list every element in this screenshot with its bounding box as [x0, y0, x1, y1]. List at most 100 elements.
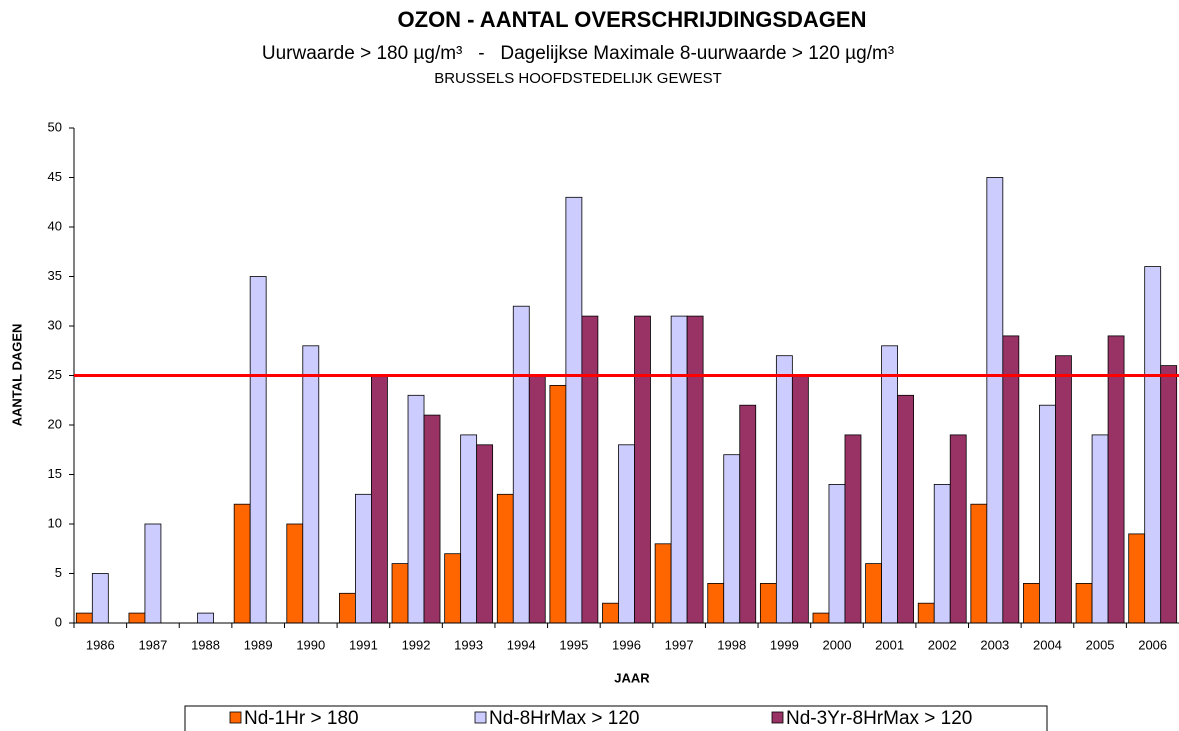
x-tick-label: 1987 — [138, 637, 167, 652]
x-axis-title: JAAR — [614, 670, 650, 685]
bar — [844, 434, 862, 624]
bar — [775, 355, 793, 624]
x-tick-label: 1988 — [191, 637, 220, 652]
bar — [602, 602, 619, 624]
bar — [75, 612, 93, 624]
bar — [302, 345, 320, 624]
bar — [1107, 335, 1125, 624]
bar — [444, 553, 462, 624]
x-tick-label: 1989 — [244, 637, 273, 652]
bar — [723, 454, 741, 624]
bar — [881, 345, 898, 624]
bar — [970, 503, 988, 624]
bar — [933, 483, 951, 624]
legend-swatch — [474, 711, 487, 724]
bar — [812, 612, 830, 624]
bar — [233, 503, 251, 624]
bar — [670, 315, 688, 624]
bar — [654, 543, 672, 624]
x-tick-label: 1999 — [770, 637, 799, 652]
bar — [1160, 365, 1178, 624]
y-tick-label: 10 — [48, 515, 62, 530]
bar — [865, 563, 882, 624]
bar — [1039, 404, 1056, 624]
legend-label: Nd-8HrMax > 120 — [489, 708, 639, 729]
bar — [1023, 583, 1040, 624]
bar — [1144, 266, 1162, 624]
bar — [391, 563, 409, 624]
bar — [1075, 583, 1093, 624]
bar — [581, 315, 599, 624]
chart-title: OZON - AANTAL OVERSCHRIJDINGSDAGEN — [398, 7, 867, 32]
x-tick-label: 2005 — [1086, 637, 1115, 652]
legend-label: Nd-1Hr > 180 — [244, 708, 359, 729]
bar — [949, 434, 967, 624]
bar — [565, 196, 583, 624]
x-tick-label: 1992 — [402, 637, 431, 652]
bar — [339, 592, 356, 624]
x-tick-label: 2003 — [980, 637, 1009, 652]
bar — [371, 375, 388, 624]
bar — [528, 375, 546, 624]
bar — [144, 523, 162, 624]
bar — [512, 305, 530, 624]
y-tick-label: 40 — [48, 218, 62, 233]
y-tick-label: 50 — [48, 119, 62, 134]
y-axis-title: AANTAL DAGEN — [9, 324, 24, 427]
bar — [460, 434, 478, 624]
x-tick-label: 2000 — [823, 637, 852, 652]
bar — [791, 375, 809, 624]
x-tick-label: 1990 — [296, 637, 325, 652]
y-tick-label: 15 — [48, 466, 62, 481]
bar — [355, 493, 372, 624]
bar — [917, 602, 935, 624]
legend-label: Nd-3Yr-8HrMax > 120 — [786, 708, 972, 729]
bar — [549, 384, 567, 624]
bar — [91, 573, 109, 624]
bar — [1055, 355, 1072, 624]
bar — [686, 315, 704, 624]
x-tick-label: 1986 — [86, 637, 115, 652]
bar — [634, 315, 651, 624]
bar — [1128, 533, 1146, 624]
bar — [128, 612, 146, 624]
x-tick-label: 1991 — [349, 637, 378, 652]
bar — [476, 444, 494, 624]
bar — [407, 394, 425, 624]
y-tick-label: 5 — [55, 565, 62, 580]
x-tick-label: 1993 — [454, 637, 483, 652]
y-tick-label: 30 — [48, 317, 62, 332]
bar — [759, 583, 777, 624]
y-tick-label: 20 — [48, 416, 62, 431]
legend-swatch — [771, 711, 784, 724]
bar — [707, 583, 725, 624]
legend-box — [184, 705, 1048, 731]
x-tick-label: 1995 — [559, 637, 588, 652]
x-tick-label: 1998 — [717, 637, 746, 652]
bar — [249, 276, 267, 624]
y-tick-label: 0 — [55, 614, 62, 629]
bar — [986, 177, 1004, 624]
y-tick-label: 45 — [48, 169, 62, 184]
bar — [286, 523, 304, 624]
bar — [197, 612, 214, 624]
bar — [897, 394, 914, 624]
bar — [1091, 434, 1109, 624]
bar — [618, 444, 635, 624]
bar — [1002, 335, 1020, 624]
bar — [828, 483, 846, 624]
x-tick-label: 1994 — [507, 637, 536, 652]
legend-swatch — [229, 711, 242, 724]
x-tick-label: 1996 — [612, 637, 641, 652]
bar — [496, 493, 514, 624]
y-tick-label: 35 — [48, 268, 62, 283]
x-tick-label: 2004 — [1033, 637, 1062, 652]
region-label: BRUSSELS HOOFDSTEDELIJK GEWEST — [434, 70, 722, 87]
bar — [739, 404, 757, 624]
x-tick-label: 1997 — [665, 637, 694, 652]
chart-subtitle: Uurwaarde > 180 µg/m³ - Dagelijkse Maxim… — [262, 43, 894, 64]
x-tick-label: 2002 — [928, 637, 957, 652]
x-tick-label: 2006 — [1138, 637, 1167, 652]
bar — [423, 414, 441, 624]
